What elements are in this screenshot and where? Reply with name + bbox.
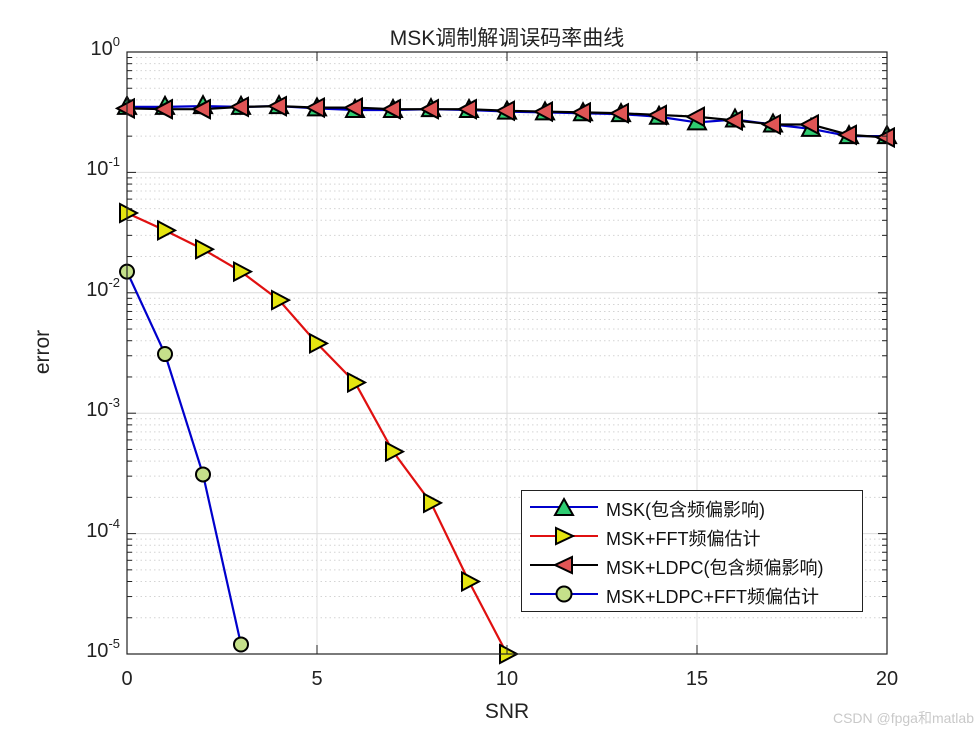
series-group — [119, 202, 520, 665]
data-point-marker — [570, 101, 591, 124]
legend-item-msk-ldpc-fft[interactable]: MSK+LDPC+FFT频偏估计 — [522, 580, 862, 608]
data-point-marker — [190, 98, 211, 120]
x-tick-label: 10 — [495, 668, 519, 690]
data-point-marker — [418, 98, 439, 120]
x-axis-label: SNR — [484, 700, 530, 723]
y-axis-label: error — [31, 329, 54, 375]
data-point-marker — [228, 96, 249, 118]
data-point-marker — [456, 98, 477, 120]
data-point-marker — [233, 260, 254, 283]
data-point-marker — [494, 100, 515, 122]
data-point-marker — [195, 238, 216, 260]
tick-marks — [127, 51, 887, 655]
data-point-marker — [798, 113, 819, 136]
data-point-marker — [342, 96, 363, 119]
data-point-marker — [195, 466, 211, 483]
data-point-marker — [532, 100, 553, 123]
x-tick-label: 0 — [121, 668, 133, 690]
y-tick-label: 10-4 — [86, 516, 120, 542]
data-point-marker — [157, 346, 173, 363]
data-point-marker — [114, 97, 135, 120]
legend[interactable]: MSK(包含频偏影响) MSK+FFT频偏估计 MSK+LDPC(包含频偏影响)… — [521, 490, 863, 612]
x-tick-label: 20 — [875, 668, 899, 690]
data-point-marker — [347, 371, 368, 394]
data-point-marker — [304, 96, 325, 119]
watermark: CSDN @fpga和matlab — [832, 710, 974, 726]
data-point-marker — [157, 219, 178, 242]
triangle-right-marker-icon — [555, 526, 576, 546]
circle-marker-icon — [555, 585, 573, 603]
data-point-marker — [271, 289, 292, 311]
data-point-marker — [385, 440, 406, 463]
y-tick-label: 100 — [90, 34, 120, 60]
data-point-marker — [836, 124, 857, 146]
data-point-marker — [266, 95, 287, 117]
data-point-marker — [309, 332, 330, 355]
y-tick-label: 10-3 — [86, 395, 120, 421]
data-point-marker — [608, 102, 629, 124]
legend-item-msk-ldpc[interactable]: MSK+LDPC(包含频偏影响) — [522, 551, 862, 579]
legend-item-msk-fft[interactable]: MSK+FFT频偏估计 — [522, 522, 862, 550]
data-point-marker — [423, 492, 444, 514]
series-line — [126, 271, 243, 645]
data-point-marker — [380, 98, 401, 120]
data-point-marker — [646, 104, 667, 126]
data-point-marker — [760, 113, 781, 136]
data-point-marker — [684, 106, 705, 128]
legend-item-msk[interactable]: MSK(包含频偏影响) — [522, 493, 862, 521]
triangle-up-marker-icon — [553, 496, 575, 516]
x-tick-label: 5 — [311, 668, 323, 690]
data-point-marker — [874, 126, 895, 149]
x-tick-label: 15 — [685, 668, 709, 690]
data-point-marker — [152, 98, 173, 120]
y-tick-label: 10-1 — [86, 154, 120, 180]
grid-lines — [127, 51, 887, 655]
series-group — [114, 95, 895, 149]
data-point-marker — [233, 636, 249, 653]
data-point-marker — [461, 570, 482, 593]
y-tick-label: 10-5 — [86, 636, 120, 662]
data-point-marker — [722, 109, 743, 132]
triangle-left-marker-icon — [552, 555, 573, 575]
chart-title: MSK调制解调误码率曲线 — [389, 27, 625, 50]
y-tick-label: 10-2 — [86, 275, 120, 301]
